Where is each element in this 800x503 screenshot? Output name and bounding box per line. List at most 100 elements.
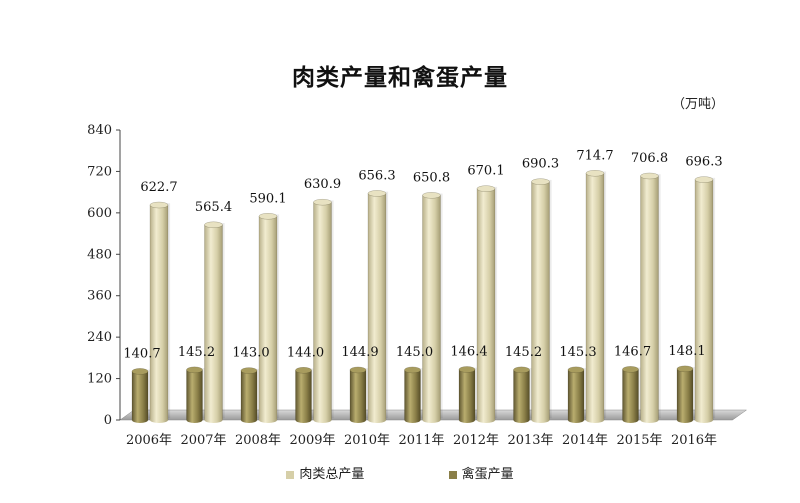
egg-bar — [567, 366, 587, 423]
meat-bar-base — [313, 417, 332, 423]
egg-bar-top — [622, 366, 639, 373]
x-tick-label: 2014年 — [562, 433, 608, 448]
meat-bar-top — [585, 170, 605, 177]
meat-value-label: 565.4 — [195, 200, 232, 215]
egg-bar — [676, 365, 696, 423]
legend-item-egg: 禽蛋产量 — [448, 463, 514, 482]
meat-bar-base — [259, 417, 277, 423]
meat-bar-body — [313, 201, 332, 421]
egg-bar-base — [513, 417, 530, 423]
egg-bar-base — [568, 417, 584, 423]
meat-bar-base — [150, 417, 168, 423]
meat-bar — [149, 201, 171, 423]
meat-bar — [694, 176, 716, 423]
egg-bar-top — [186, 366, 203, 374]
meat-bar-top — [149, 201, 169, 209]
legend-label-meat: 肉类总产量 — [299, 467, 365, 482]
egg-bar-top — [240, 367, 258, 374]
egg-bar — [458, 366, 478, 423]
x-tick-label: 2013年 — [507, 433, 553, 448]
x-tick-label: 2010年 — [344, 433, 390, 448]
y-tick-label: 0 — [104, 413, 112, 428]
y-tick-label: 480 — [87, 247, 112, 262]
x-tick-label: 2015年 — [616, 433, 662, 448]
egg-bar-body — [295, 370, 312, 421]
meat-bar-base — [531, 417, 550, 423]
x-tick-label: 2016年 — [671, 433, 717, 448]
egg-bar-top — [458, 366, 476, 373]
egg-bar — [404, 366, 423, 423]
x-tick-label: 2008年 — [235, 433, 281, 448]
egg-bar — [622, 366, 641, 423]
egg-bar-base — [350, 417, 366, 423]
egg-value-label: 145.2 — [178, 345, 215, 360]
x-tick-label: 2011年 — [398, 433, 444, 448]
meat-bar-top — [204, 221, 223, 229]
egg-value-label: 140.7 — [123, 346, 160, 361]
legend: 肉类总产量 禽蛋产量 — [0, 463, 800, 482]
egg-bar-base — [622, 417, 639, 423]
meat-value-label: 670.1 — [467, 164, 504, 179]
meat-value-label: 630.9 — [304, 177, 341, 192]
egg-bar-base — [404, 417, 421, 423]
meat-bar-top — [422, 192, 441, 199]
meat-bar — [204, 221, 225, 423]
y-axis: 0 120 240 360 480 600 720 840 — [87, 123, 121, 428]
meat-bar — [258, 213, 280, 423]
meat-bar — [640, 172, 661, 423]
meat-bar-top — [367, 190, 387, 197]
meat-value-label: 650.8 — [413, 170, 450, 185]
meat-bar-body — [694, 179, 714, 421]
data-labels: 140.7 622.7 145.2 565.4 143.0 590.1 144.0 630.9… — [123, 148, 722, 361]
unit-label: （万吨） — [672, 97, 725, 112]
legend-swatch-meat — [286, 470, 295, 479]
egg-value-label: 145.0 — [396, 345, 433, 360]
egg-value-label: 145.2 — [505, 345, 542, 360]
meat-bar-body — [204, 224, 223, 421]
egg-bar-top — [295, 367, 312, 374]
egg-bar-top — [349, 366, 367, 374]
meat-bar — [422, 192, 443, 423]
meat-bar — [476, 185, 498, 423]
meat-bar-body — [640, 175, 659, 421]
x-tick-label: 2009年 — [289, 433, 335, 448]
meat-bar — [313, 198, 334, 423]
x-tick-label: 2012年 — [453, 433, 499, 448]
meat-bar-top — [476, 185, 496, 192]
egg-bar — [349, 366, 369, 423]
meat-bar — [585, 170, 607, 423]
egg-bar-base — [459, 417, 475, 423]
meat-value-label: 706.8 — [631, 151, 668, 166]
meat-bar-base — [368, 417, 386, 423]
meat-bar-body — [476, 188, 496, 421]
y-tick-label: 840 — [87, 123, 112, 138]
meat-bar-base — [586, 417, 604, 423]
egg-bar-base — [241, 417, 257, 423]
egg-bar-body — [240, 370, 258, 421]
egg-bar-body — [567, 369, 585, 421]
meat-bar-body — [258, 216, 278, 421]
egg-bar-body — [622, 369, 639, 421]
egg-value-label: 144.0 — [287, 345, 324, 360]
meat-bar-body — [531, 181, 550, 421]
egg-bar-top — [676, 365, 694, 373]
egg-value-label: 146.7 — [614, 344, 651, 359]
meat-bar-base — [640, 417, 659, 423]
meat-value-label: 714.7 — [576, 148, 613, 163]
meat-bar-base — [204, 417, 223, 423]
meat-bar-top — [258, 213, 278, 220]
egg-bar — [131, 368, 151, 423]
egg-bar-base — [132, 417, 148, 423]
y-tick-label: 600 — [87, 206, 112, 221]
meat-value-label: 696.3 — [685, 155, 722, 170]
meat-value-label: 622.7 — [140, 180, 177, 195]
egg-bar-top — [131, 368, 149, 375]
meat-bar-body — [422, 195, 441, 421]
meat-bar — [367, 190, 389, 423]
y-tick-label: 120 — [87, 372, 112, 387]
egg-bar-top — [404, 366, 421, 374]
x-tick-label: 2007年 — [180, 433, 226, 448]
egg-bar-body — [186, 369, 203, 421]
legend-swatch-egg — [448, 470, 457, 479]
